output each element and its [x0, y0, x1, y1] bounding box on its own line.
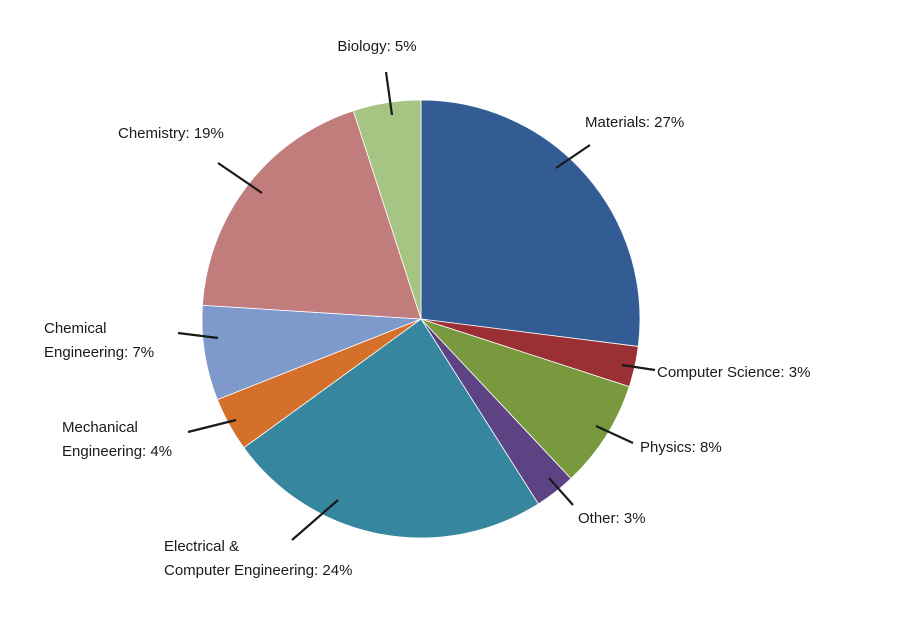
leader-line-biology	[384, 71, 394, 116]
label-line: Mechanical	[62, 419, 138, 436]
slice-physics	[420, 318, 630, 480]
leader-line-mechanical-engineering	[187, 418, 237, 434]
label-line: Physics: 8%	[640, 439, 722, 456]
label-line: Other: 3%	[578, 510, 646, 527]
leader-line-materials	[555, 144, 591, 169]
label-chemical-engineering: Chemical Engineering: 7%	[44, 320, 154, 361]
slice-materials	[420, 99, 641, 347]
leaders-layer	[177, 71, 656, 541]
slice-biology	[352, 99, 422, 320]
label-mechanical-engineering: Mechanical Engineering: 4%	[62, 419, 172, 460]
leader-line-other	[548, 477, 574, 506]
label-line: Biology: 5%	[337, 38, 416, 55]
label-line: Computer Engineering: 24%	[164, 562, 352, 579]
slice-electrical-and-computer-engineering	[243, 318, 539, 539]
label-other: Other: 3%	[578, 510, 646, 527]
label-physics: Physics: 8%	[640, 439, 722, 456]
leader-line-physics	[595, 425, 634, 444]
label-line: Materials: 27%	[585, 114, 684, 131]
label-line: Electrical &	[164, 538, 239, 555]
labels-layer: Materials: 27% Computer Science: 3% Physic…	[44, 38, 810, 579]
label-line: Chemistry: 19%	[118, 125, 224, 142]
label-electrical-and-computer-engineering: Electrical & Computer Engineering: 24%	[164, 538, 352, 579]
leader-line-electrical-and-computer-engineering	[291, 499, 339, 541]
leader-line-chemical-engineering	[177, 331, 219, 340]
label-computer-science: Computer Science: 3%	[657, 364, 810, 381]
label-line: Engineering: 7%	[44, 344, 154, 361]
label-line: Computer Science: 3%	[657, 364, 810, 381]
label-chemistry: Chemistry: 19%	[118, 125, 224, 142]
leader-line-computer-science	[621, 363, 656, 372]
slices-layer	[201, 99, 641, 539]
label-biology: Biology: 5%	[337, 38, 416, 55]
slice-chemistry	[202, 110, 422, 320]
label-line: Engineering: 4%	[62, 443, 172, 460]
label-line: Chemical	[44, 320, 107, 337]
label-materials: Materials: 27%	[585, 114, 684, 131]
leader-line-chemistry	[217, 162, 263, 194]
